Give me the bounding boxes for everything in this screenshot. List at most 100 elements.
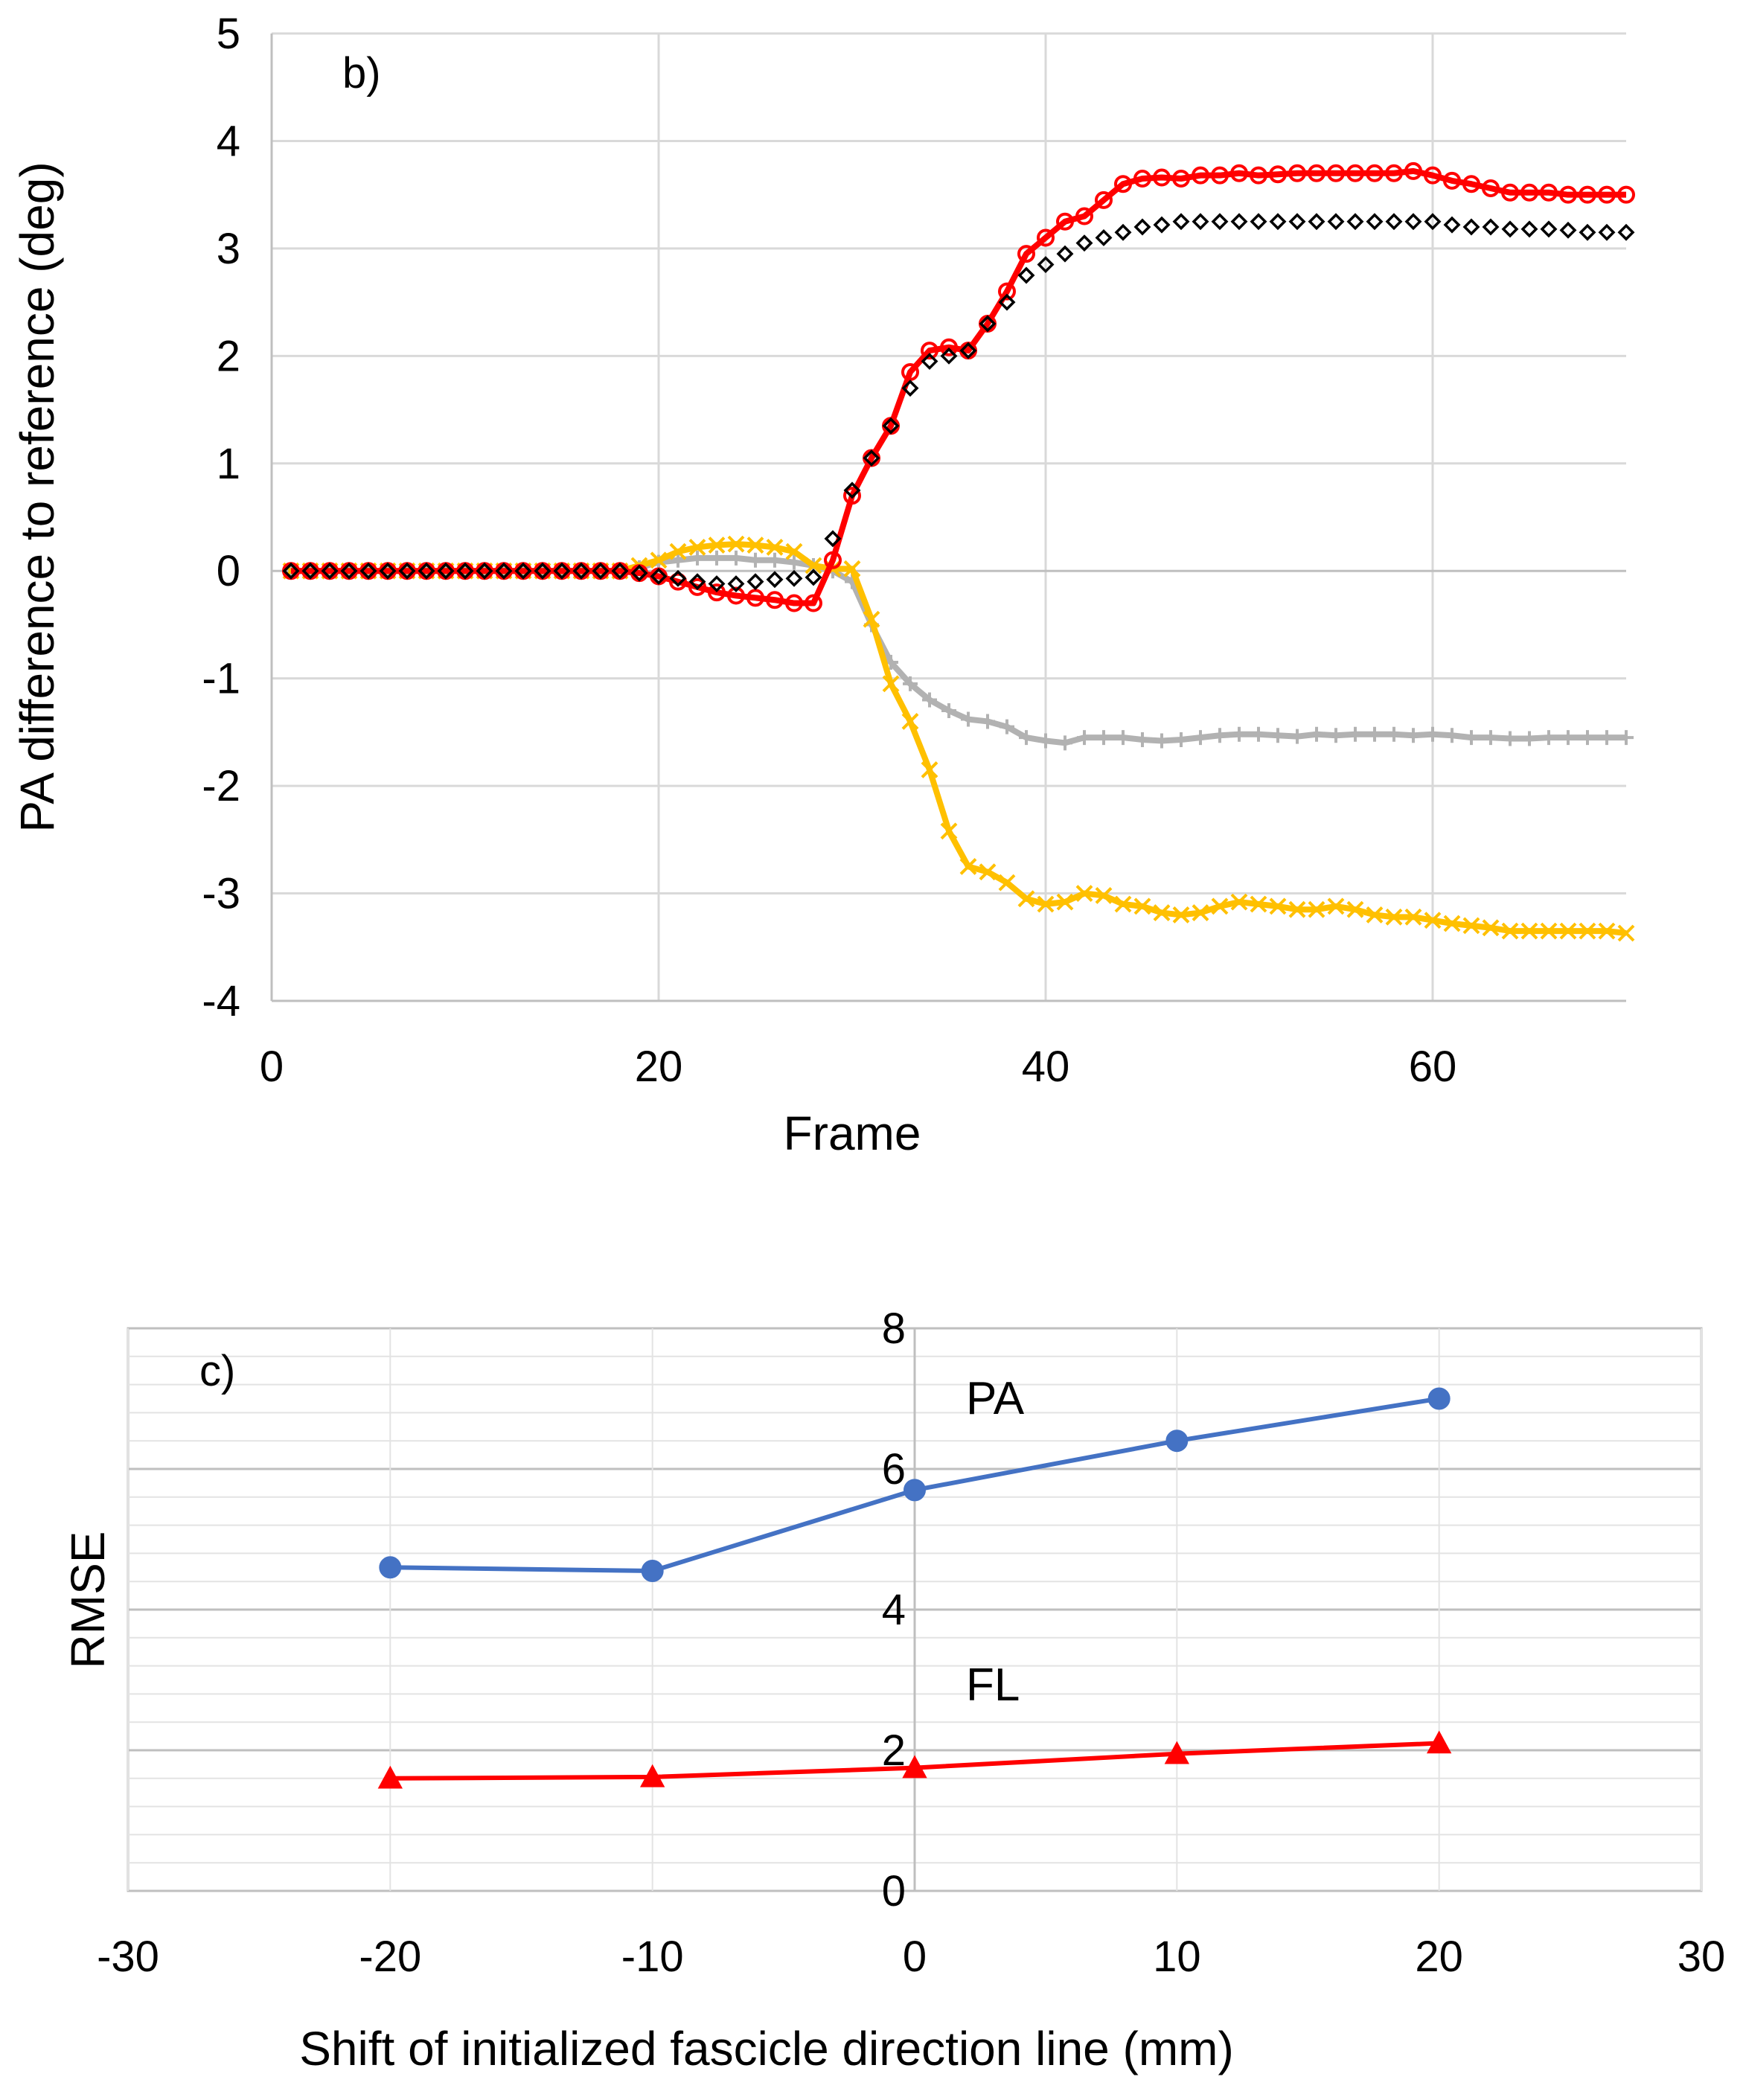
panel-b-data-point: [863, 449, 880, 467]
panel-b-data-point: [340, 562, 358, 580]
panel-b-data-point: [1540, 183, 1558, 202]
panel-b-data-point: [921, 342, 938, 360]
panel-b-y-tick-label: 5: [217, 10, 240, 58]
panel-b-data-point: [980, 714, 995, 729]
panel-b-data-point: [1230, 164, 1248, 182]
panel-b-data-point: [882, 417, 900, 435]
panel-c-x-tick-label: 30: [1678, 1933, 1726, 1981]
panel-b-data-point: [437, 562, 455, 580]
panel-b-data-point: [688, 577, 706, 596]
panel-b-data-point: [1095, 191, 1113, 209]
panel-b-data-point: [669, 569, 687, 587]
panel-b-x-tick-label: 20: [635, 1043, 683, 1091]
panel-b-data-point: [901, 363, 919, 381]
panel-b-data-point: [708, 583, 726, 602]
panel-b-data-point: [630, 564, 648, 582]
panel-b-data-point: [1617, 924, 1635, 942]
panel-b-y-tick-label: 2: [217, 332, 240, 380]
panel-b-data-point: [1541, 730, 1556, 746]
panel-b-data-point: [746, 537, 764, 554]
panel-b-data-point: [1269, 165, 1287, 184]
panel-b-data-point: [1598, 223, 1616, 241]
panel-b-series-line: [291, 167, 1626, 606]
panel-b-data-point: [1482, 919, 1500, 937]
panel-b-y-tick-label: -2: [202, 762, 240, 810]
panel-b-data-point: [359, 562, 377, 580]
panel-b-data-point: [1309, 726, 1324, 742]
panel-b-data-point: [1192, 166, 1209, 185]
panel-b-data-point: [1114, 175, 1132, 193]
panel-b-data-point: [1288, 213, 1306, 231]
panel-b-data-point: [1501, 220, 1519, 238]
panel-b-data-point: [1077, 730, 1092, 746]
panel-b-data-point: [1443, 915, 1461, 932]
panel-c-data-point: [1164, 1741, 1190, 1764]
panel-b-data-point: [1367, 726, 1382, 742]
panel-b-data-point: [1482, 179, 1500, 197]
panel-b-data-point: [824, 551, 842, 569]
panel-b-data-point: [1424, 213, 1442, 231]
panel-b-data-point: [1540, 220, 1558, 238]
panel-b-data-point: [379, 562, 397, 580]
panel-b-data-point: [611, 562, 629, 580]
panel-b-series-line: [291, 554, 1626, 746]
panel-b-data-point: [1579, 185, 1596, 204]
panel-b-data-point: [940, 338, 958, 356]
panel-b-data-point: [1308, 213, 1325, 231]
panel-b-data-point: [1037, 228, 1055, 247]
panel-c-tick-labels: -30 -20 -10 0 10 20 30 0 2 4 6 8: [97, 1305, 1725, 1981]
panel-b-series-1: [282, 213, 1635, 593]
panel-b-data-point: [1599, 730, 1614, 746]
panel-b-data-point: [998, 282, 1016, 301]
panel-c-series-PA: [379, 1387, 1451, 1583]
panel-b-data-point: [708, 575, 726, 593]
panel-b-data-point: [903, 676, 918, 691]
panel-b-data-point: [959, 342, 977, 359]
panel-c-series: [377, 1387, 1452, 1789]
panel-b-data-point: [1056, 212, 1074, 231]
panel-b-data-point: [1058, 735, 1072, 751]
panel-b-data-point: [1172, 906, 1190, 923]
panel-b-tick-labels: -4 -3 -2 -1 0 1 2 3 4 5 0 20 40 60: [202, 10, 1456, 1091]
panel-b-data-point: [476, 562, 493, 580]
panel-c-y-tick-label: 6: [882, 1445, 906, 1494]
panel-c-data-point: [377, 1765, 403, 1789]
panel-b-x-tick-label: 60: [1409, 1043, 1457, 1091]
panel-b-gridlines: [272, 32, 1626, 1002]
panel-b-data-point: [1075, 207, 1093, 225]
panel-b-data-point: [709, 550, 724, 566]
panel-b-y-tick-label: -4: [202, 977, 240, 1025]
panel-b-data-point: [1230, 213, 1248, 231]
panel-b-data-point: [1346, 213, 1364, 231]
panel-b-data-point: [1617, 223, 1635, 241]
panel-b-data-point: [534, 562, 551, 580]
panel-c-label: c): [199, 1347, 235, 1395]
panel-b-data-point: [1404, 161, 1422, 180]
panel-b-series: [282, 161, 1635, 942]
panel-b-data-point: [805, 594, 822, 612]
panel-b-data-point: [1269, 897, 1287, 915]
panel-b-data-point: [1520, 183, 1538, 202]
panel-c-x-tick-label: -20: [359, 1933, 421, 1981]
panel-b-data-point: [1308, 164, 1325, 182]
panel-b-data-point: [863, 610, 880, 628]
panel-b-data-point: [1346, 164, 1364, 182]
panel-b-data-point: [1192, 904, 1209, 921]
panel-b-data-point: [748, 552, 763, 568]
panel-b-data-point: [998, 874, 1016, 891]
panel-c-series-label-pa: PA: [966, 1373, 1025, 1424]
panel-b-data-point: [1288, 900, 1306, 918]
panel-b-data-point: [1017, 890, 1035, 908]
panel-c-y-tick-label: 8: [882, 1305, 906, 1353]
panel-b-data-point: [1154, 733, 1169, 749]
panel-c-chart: -30 -20 -10 0 10 20 30 0 2 4 6 8 c) PA FL Shift of …: [61, 1305, 1725, 2075]
panel-c-data-point: [1426, 1730, 1452, 1754]
panel-b-data-point: [1211, 166, 1229, 185]
panel-c-data-point: [1165, 1430, 1189, 1453]
panel-b-data-point: [1193, 730, 1208, 746]
panel-b-data-point: [1095, 887, 1113, 904]
panel-b-data-point: [1075, 885, 1093, 902]
panel-b-data-point: [921, 353, 938, 371]
panel-c-data-point: [904, 1479, 926, 1502]
